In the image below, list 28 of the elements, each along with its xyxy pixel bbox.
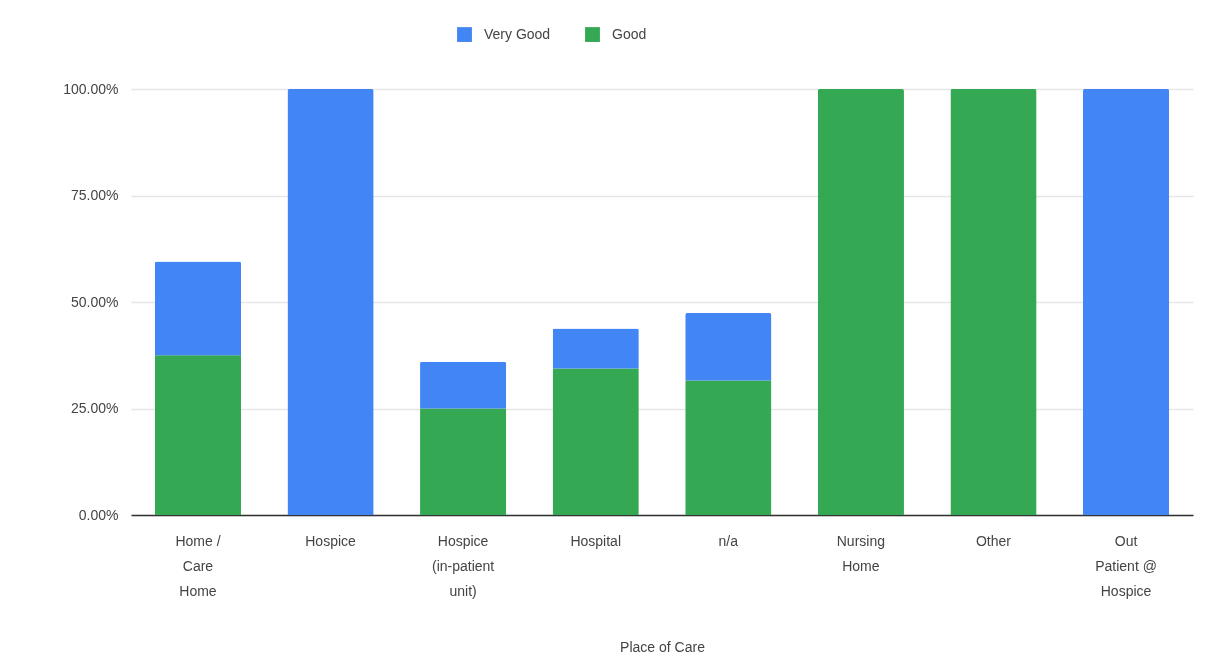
x-tick-label: Hospice xyxy=(305,532,357,549)
x-tick-label: Hospital xyxy=(570,532,621,549)
x-tick-label: Other xyxy=(975,532,1012,549)
x-tick-label: Out Patient @ Hospice xyxy=(1095,532,1157,599)
x-tick-label: Home / Care Home xyxy=(175,532,221,599)
legend-label: Very Good xyxy=(484,25,551,42)
legend-label: Good xyxy=(612,25,647,42)
bar xyxy=(154,261,242,356)
y-tick-label: 25.00% xyxy=(71,400,119,416)
bar xyxy=(817,89,904,515)
bar xyxy=(420,408,507,515)
y-tick-label: 100.00% xyxy=(63,80,119,97)
y-tick-label: 0.00% xyxy=(78,506,119,523)
x-tick-label: Nursing Home xyxy=(836,532,885,574)
bar xyxy=(685,380,772,515)
bar xyxy=(685,313,772,381)
bar xyxy=(154,355,242,515)
x-tick-label: n/a xyxy=(718,532,739,549)
y-tick-label: 75.00% xyxy=(71,187,119,203)
bar xyxy=(950,89,1037,515)
bar xyxy=(287,89,374,515)
bar xyxy=(1082,89,1170,515)
bar xyxy=(552,328,639,369)
y-tick-label: 50.00% xyxy=(71,293,119,310)
x-tick-label: Hospice (in-patient unit) xyxy=(431,532,495,599)
x-axis-title: Place of Care xyxy=(620,638,706,655)
bar xyxy=(420,361,507,409)
bar xyxy=(552,368,639,515)
